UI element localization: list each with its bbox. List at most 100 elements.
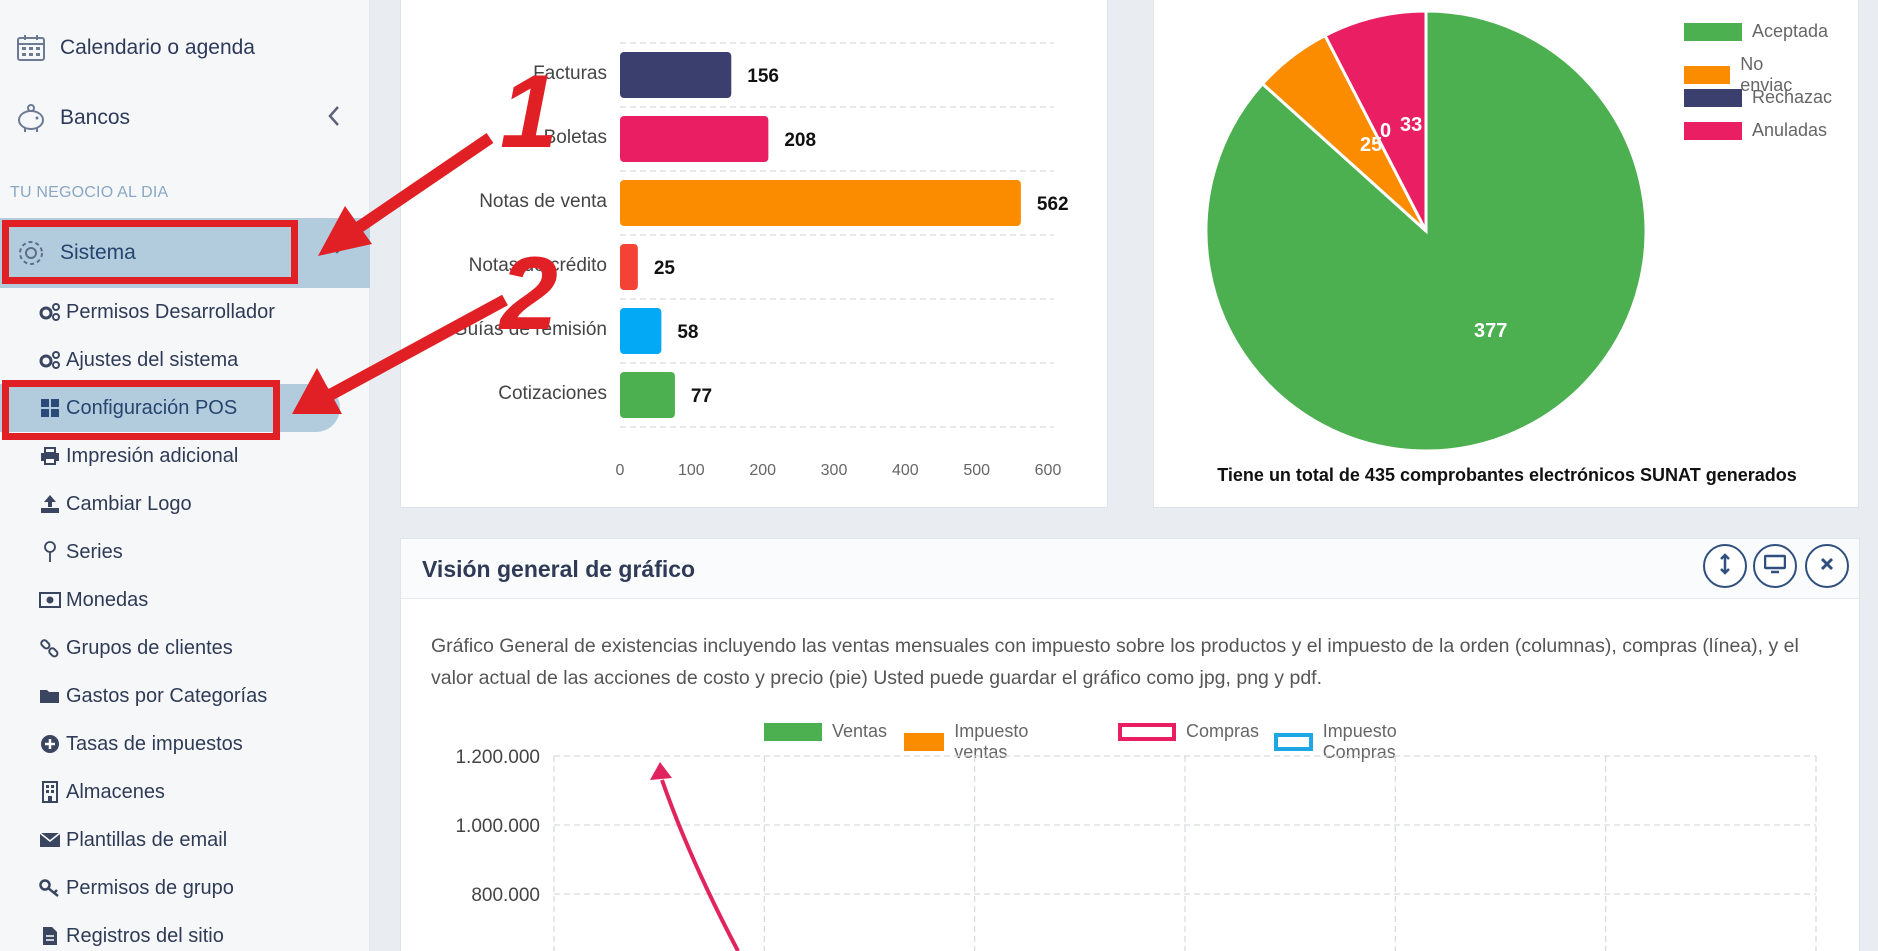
legend-item[interactable]: Anuladas xyxy=(1684,120,1827,141)
sidebar-item-label: Impresión adicional xyxy=(66,444,239,467)
resize-button[interactable] xyxy=(1703,544,1747,588)
legend-item[interactable]: No enviac xyxy=(1684,54,1804,96)
sidebar-item-series[interactable]: Series xyxy=(38,532,123,572)
bar-category-labels: Facturas Boletas Notas de venta Notas de cr… xyxy=(401,0,607,499)
pie-chart-panel: 377 25 0 33 Aceptada No enviac Rechazac Anulad… xyxy=(1153,0,1859,508)
legend-item[interactable]: Aceptada xyxy=(1684,21,1828,42)
overview-header xyxy=(401,539,1859,599)
legend-swatch xyxy=(1684,66,1731,84)
bar-value-label: 156 xyxy=(747,66,779,87)
x-tick-label: 200 xyxy=(749,462,776,479)
sidebar-item-plantillas[interactable]: Plantillas de email xyxy=(38,820,227,860)
overview-panel xyxy=(400,538,1860,951)
sidebar-item-tasas[interactable]: Tasas de impuestos xyxy=(38,724,243,764)
legend-item[interactable]: Impuesto ventas xyxy=(904,721,1046,763)
sidebar-item-impresion[interactable]: Impresión adicional xyxy=(38,436,238,476)
bar-category-label: Boletas xyxy=(543,127,607,148)
resize-icon xyxy=(1718,552,1732,580)
folder-icon xyxy=(38,687,62,705)
sidebar-item-label: Cambiar Logo xyxy=(66,492,192,515)
close-button[interactable] xyxy=(1805,544,1849,588)
sidebar-item-label: Series xyxy=(66,540,123,563)
sidebar-item-registros[interactable]: Registros del sitio xyxy=(38,916,224,951)
chevron-left-icon[interactable] xyxy=(326,104,342,133)
sidebar-item-ajustes[interactable]: Ajustes del sistema xyxy=(38,340,238,380)
bar xyxy=(620,116,769,162)
legend-item[interactable]: Ventas xyxy=(764,721,887,742)
building-icon xyxy=(38,781,62,803)
active-pill xyxy=(0,384,340,432)
gears-icon xyxy=(38,302,62,322)
bar-chart-panel: Facturas Boletas Notas de venta Notas de cr… xyxy=(400,0,1108,508)
sidebar-item-label: Bancos xyxy=(60,106,131,129)
sidebar-item-label: Monedas xyxy=(66,588,149,611)
bar xyxy=(620,372,675,418)
highlight-box-configuracion-pos xyxy=(2,380,280,440)
x-tick-label: 100 xyxy=(678,462,705,479)
sidebar-item-label: Sistema xyxy=(60,241,136,264)
legend-label: Ventas xyxy=(832,721,888,741)
bar xyxy=(620,52,732,98)
bar xyxy=(620,180,1021,226)
money-icon xyxy=(38,592,62,608)
legend-swatch xyxy=(1684,121,1742,140)
legend-item[interactable]: Compras xyxy=(1118,721,1259,742)
sidebar-item-sistema[interactable] xyxy=(0,218,370,288)
link-icon xyxy=(38,638,62,658)
pie-data-label: 0 xyxy=(1380,120,1391,142)
pie-data-label: 377 xyxy=(1474,320,1507,342)
sidebar-item-gastos[interactable]: Gastos por Categorías xyxy=(38,676,267,716)
sidebar-item-cambiar-logo[interactable]: Cambiar Logo xyxy=(38,484,192,524)
sidebar-item-label: Gastos por Categorías xyxy=(66,684,268,707)
file-icon xyxy=(38,926,62,946)
legend-swatch xyxy=(1274,733,1313,751)
legend-label: Impuesto Compras xyxy=(1322,721,1397,762)
legend-item[interactable]: Rechazac xyxy=(1684,87,1832,108)
sidebar-item-label: Plantillas de email xyxy=(66,828,228,851)
gear-icon xyxy=(14,238,48,268)
legend-item[interactable]: Impuesto Compras xyxy=(1274,721,1416,763)
pie-data-label: 33 xyxy=(1400,114,1422,136)
bar-category-label: Facturas xyxy=(533,63,607,84)
sidebar-item-monedas[interactable]: Monedas xyxy=(38,580,148,620)
sidebar-item-permisos-desarrollador[interactable]: Permisos Desarrollador xyxy=(38,292,275,332)
legend-swatch xyxy=(764,722,822,741)
legend-label: No enviac xyxy=(1740,54,1793,95)
bar-value-label: 77 xyxy=(691,386,712,407)
horizontal-bar-chart: 156 208 562 25 58 77 0 100 200 300 400 500 600 xyxy=(616,42,1069,479)
sidebar-item-calendario[interactable]: Calendario o agenda xyxy=(14,28,384,68)
bar xyxy=(620,244,638,290)
sidebar-item-permisos-grupo[interactable]: Permisos de grupo xyxy=(38,868,234,908)
sidebar-item-grupos-clientes[interactable]: Grupos de clientes xyxy=(38,628,233,668)
sidebar-item-label: Permisos Desarrollador xyxy=(66,300,275,323)
sidebar: Calendario o agenda Bancos TU NEGOCIO AL… xyxy=(0,0,370,951)
x-tick-label: 400 xyxy=(892,462,919,479)
sidebar-item-sistema-content: Sistema xyxy=(14,232,314,274)
legend-swatch xyxy=(1684,88,1742,107)
sidebar-item-configuracion-pos[interactable]: Configuración POS xyxy=(38,388,237,428)
sidebar-item-label: Registros del sitio xyxy=(66,924,224,947)
sidebar-item-label: Grupos de clientes xyxy=(66,636,233,659)
sidebar-item-label: Calendario o agenda xyxy=(60,36,255,59)
key-icon xyxy=(38,878,62,898)
sidebar-item-label: Almacenes xyxy=(66,780,165,803)
chevron-down-icon[interactable] xyxy=(326,240,348,261)
bar-value-label: 562 xyxy=(1037,194,1069,215)
bar-value-label: 25 xyxy=(654,258,676,279)
fullscreen-button[interactable] xyxy=(1753,544,1797,588)
bar-category-label: Notas de crédito xyxy=(468,255,607,276)
sidebar-item-almacenes[interactable]: Almacenes xyxy=(38,772,165,812)
x-tick-label: 300 xyxy=(821,462,848,479)
pie-slice xyxy=(1323,9,1428,232)
x-tick-label: 500 xyxy=(963,462,990,479)
bar-value-label: 58 xyxy=(677,322,698,343)
legend-label: Rechazac xyxy=(1752,87,1833,107)
legend-swatch xyxy=(904,733,945,751)
grid-icon xyxy=(38,398,62,418)
bar-category-label: Notas de venta xyxy=(479,191,607,212)
legend-label: Aceptada xyxy=(1752,21,1829,41)
plus-circle-icon xyxy=(38,734,62,754)
bar-value-label: 208 xyxy=(784,130,816,151)
sidebar-item-bancos[interactable]: Bancos xyxy=(14,98,384,138)
section-label: TU NEGOCIO AL DIA xyxy=(10,184,169,201)
